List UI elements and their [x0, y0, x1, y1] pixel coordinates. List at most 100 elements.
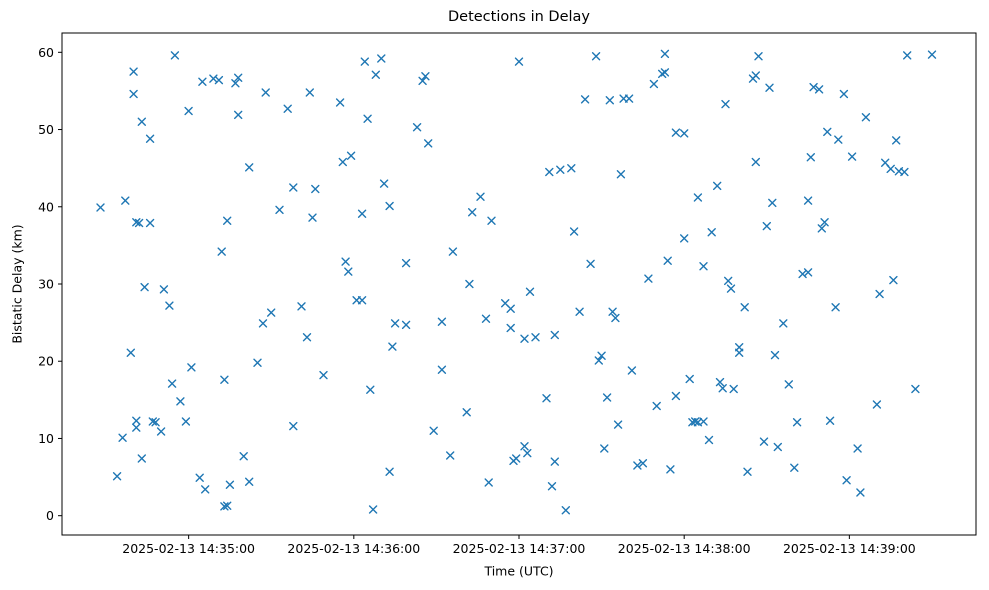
data-point-marker	[368, 505, 378, 514]
data-point-marker	[258, 319, 268, 328]
data-point-marker	[685, 374, 694, 384]
data-point-marker	[134, 218, 144, 228]
data-point-marker	[911, 384, 920, 394]
data-point-marker	[803, 268, 813, 277]
data-point-marker	[740, 303, 749, 312]
y-tick-label: 60	[38, 45, 54, 60]
data-point-marker	[666, 465, 675, 474]
data-point-marker	[611, 313, 620, 323]
data-point-marker	[220, 375, 229, 384]
data-point-marker	[357, 209, 367, 218]
data-point-marker	[223, 501, 232, 510]
x-tick-label: 2025-02-13 14:39:00	[783, 541, 916, 556]
data-point-marker	[239, 452, 248, 461]
data-point-marker	[724, 276, 733, 286]
data-point-marker	[542, 394, 551, 403]
data-point-marker	[319, 370, 328, 380]
data-point-marker	[806, 153, 815, 162]
data-point-marker	[421, 72, 430, 81]
data-point-marker	[220, 502, 229, 511]
data-point-marker	[412, 123, 422, 132]
data-point-marker	[335, 98, 345, 107]
data-point-marker	[768, 198, 777, 208]
data-point-marker	[429, 426, 438, 435]
data-point-marker	[729, 384, 738, 394]
x-tick-label: 2025-02-13 14:35:00	[122, 541, 255, 556]
data-point-marker	[184, 106, 193, 116]
data-point-marker	[121, 196, 130, 205]
data-point-marker	[580, 95, 590, 104]
data-point-marker	[751, 157, 760, 167]
data-point-marker	[594, 356, 603, 365]
data-point-marker	[927, 50, 937, 59]
x-tick-label: 2025-02-13 14:36:00	[287, 541, 420, 556]
data-point-marker	[861, 113, 871, 122]
data-point-marker	[520, 334, 529, 343]
data-point-marker	[903, 51, 912, 60]
data-point-marker	[765, 83, 774, 92]
data-point-marker	[545, 167, 554, 177]
data-point-marker	[809, 82, 818, 92]
data-point-marker	[289, 183, 298, 192]
data-point-marker	[476, 192, 485, 201]
x-axis-label: Time (UTC)	[484, 563, 554, 579]
data-point-marker	[148, 417, 157, 426]
data-point-marker	[198, 77, 207, 86]
data-point-marker	[424, 139, 433, 148]
data-point-marker	[660, 68, 670, 77]
data-point-marker	[892, 136, 901, 145]
data-point-marker	[762, 221, 771, 231]
data-point-marker	[418, 76, 427, 86]
chart-title: Detections in Delay	[447, 9, 591, 25]
data-point-marker	[523, 448, 532, 458]
data-point-marker	[156, 427, 166, 436]
data-point-marker	[145, 218, 155, 228]
data-point-marker	[872, 400, 882, 409]
data-point-marker	[446, 451, 455, 460]
data-point-marker	[363, 114, 372, 123]
x-tick-label: 2025-02-13 14:38:00	[618, 541, 751, 556]
data-point-marker	[217, 247, 226, 256]
data-point-marker	[770, 350, 780, 360]
data-point-marker	[225, 480, 235, 489]
data-point-marker	[437, 317, 447, 326]
data-point-marker	[823, 127, 832, 137]
data-point-marker	[448, 247, 458, 256]
data-point-marker	[569, 227, 579, 236]
data-point-marker	[311, 184, 320, 194]
data-point-marker	[831, 303, 840, 312]
data-point-marker	[132, 416, 141, 425]
y-tick-label: 20	[38, 354, 54, 369]
data-point-marker	[379, 179, 389, 188]
data-point-marker	[605, 96, 614, 105]
data-point-marker	[366, 385, 375, 394]
data-point-marker	[245, 477, 254, 486]
data-point-marker	[586, 259, 595, 269]
data-point-marker	[118, 433, 127, 442]
data-point-marker	[721, 99, 730, 109]
data-point-marker	[176, 397, 185, 406]
data-point-marker	[547, 482, 557, 491]
data-point-marker	[214, 75, 224, 85]
data-point-marker	[462, 408, 471, 417]
data-point-marker	[514, 57, 524, 66]
data-point-marker	[718, 384, 727, 393]
data-point-marker	[792, 418, 802, 427]
data-point-marker	[468, 208, 477, 217]
data-point-marker	[126, 348, 135, 357]
data-point-marker	[385, 467, 394, 476]
data-point-marker	[297, 302, 306, 311]
data-point-marker	[638, 459, 648, 468]
data-point-marker	[187, 363, 196, 372]
data-point-marker	[820, 218, 829, 227]
data-point-marker	[159, 285, 169, 294]
data-point-marker	[132, 423, 141, 432]
data-point-marker	[465, 279, 474, 289]
plot-border	[61, 32, 977, 536]
data-point-marker	[267, 308, 276, 317]
data-point-marker	[305, 88, 314, 97]
data-point-marker	[853, 444, 862, 453]
data-point-marker	[779, 319, 788, 328]
data-point-marker	[487, 216, 496, 225]
